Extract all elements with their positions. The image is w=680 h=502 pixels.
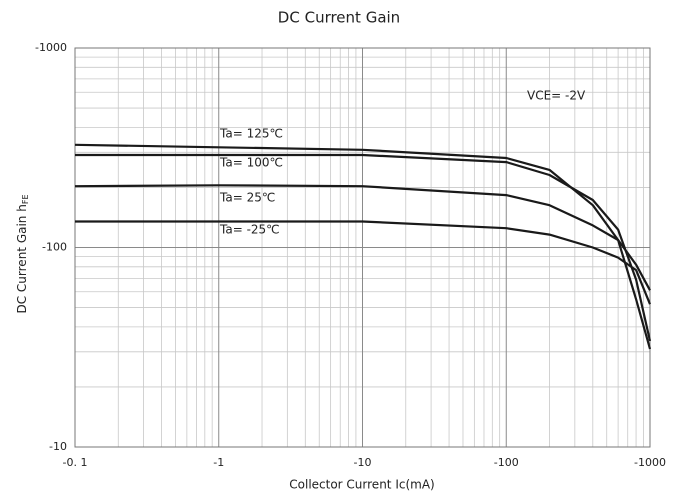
y-tick-label: -1000 (35, 41, 67, 54)
series-line (75, 220, 652, 305)
y-tick-label: -100 (42, 241, 67, 254)
x-tick-label: -0. 1 (63, 456, 88, 469)
y-axis-label: DC Current Gain hFE (15, 195, 30, 314)
y-axis-label-group: DC Current Gain hFE (15, 195, 30, 314)
series-label: Ta= 25℃ (219, 191, 275, 205)
y-axis-label-main: DC Current Gain h (15, 204, 29, 313)
y-axis-label-subscript: FE (21, 195, 30, 205)
x-tick-label: -1 (213, 456, 224, 469)
series-label: Ta= 100℃ (219, 156, 283, 170)
series-line (75, 153, 652, 342)
x-axis-label: Collector Current Ic(mA) (289, 478, 434, 492)
series-line (74, 184, 651, 291)
x-tick-label: -100 (494, 456, 519, 469)
chart-title: DC Current Gain (278, 9, 400, 27)
x-tick-label: -1000 (634, 456, 666, 469)
series-label: Ta= -25℃ (219, 223, 280, 237)
series-label: Ta= 125℃ (219, 127, 283, 141)
plot-frame (74, 47, 651, 448)
annotation: VCE= -2V (527, 89, 586, 103)
y-tick-label: -10 (49, 440, 67, 453)
x-tick-label: -10 (354, 456, 372, 469)
series-line (74, 143, 652, 350)
